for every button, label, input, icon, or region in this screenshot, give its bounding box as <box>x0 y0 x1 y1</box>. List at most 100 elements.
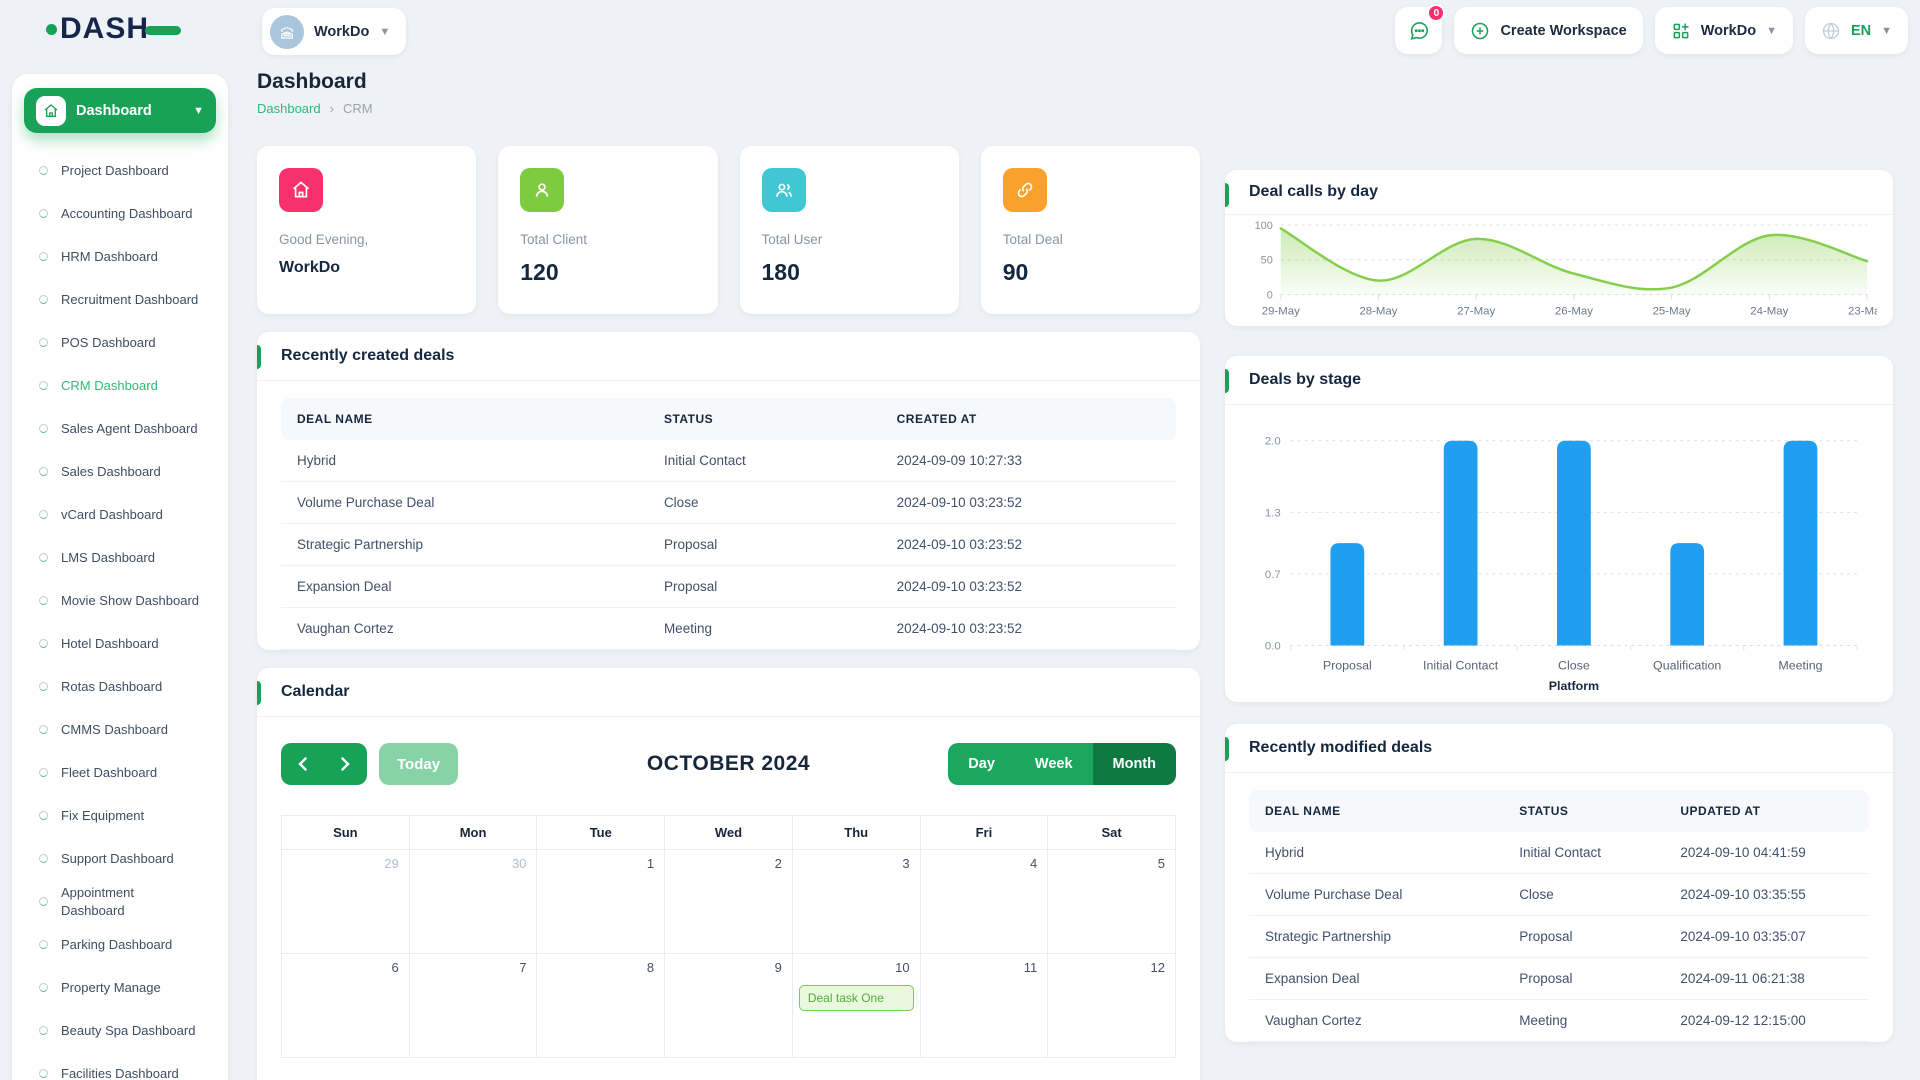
sidebar-item-accounting-dashboard[interactable]: Accounting Dashboard <box>24 192 216 235</box>
calendar-day-cell[interactable]: 4 <box>920 850 1049 954</box>
calendar-day-cell[interactable]: 30 <box>409 850 538 954</box>
day-number: 3 <box>902 856 910 871</box>
sidebar-item-sales-dashboard[interactable]: Sales Dashboard <box>24 450 216 493</box>
day-number: 7 <box>519 960 527 975</box>
day-number: 5 <box>1157 856 1165 871</box>
messages-badge: 0 <box>1427 4 1446 22</box>
sidebar-item-property-manage[interactable]: Property Manage <box>24 966 216 1009</box>
sidebar-item-movie-show-dashboard[interactable]: Movie Show Dashboard <box>24 579 216 622</box>
calendar-event[interactable]: Deal task One <box>798 985 914 1011</box>
sidebar-item-label: Recruitment Dashboard <box>61 291 199 307</box>
calendar-week-view-button[interactable]: Week <box>1014 743 1093 785</box>
status-cell: Proposal <box>647 523 881 566</box>
workspace-menu-button[interactable]: WorkDo ▼ <box>1654 7 1793 54</box>
accent-bar <box>1225 737 1229 761</box>
calendar-day-cell[interactable]: 5 <box>1048 850 1176 954</box>
calendar-day-cell[interactable]: 6 <box>282 954 410 1058</box>
calendar-day-cell[interactable]: 2 <box>665 850 793 954</box>
calendar-day-cell[interactable]: 3 <box>792 850 921 954</box>
bullet-icon <box>39 467 48 476</box>
sidebar-item-fleet-dashboard[interactable]: Fleet Dashboard <box>24 751 216 794</box>
deals-by-stage-card: Deals by stage 0.0 0.7 1.3 2.0 Proposal Initi… <box>1225 356 1893 702</box>
sidebar-item-label: Property Manage <box>61 979 161 995</box>
sidebar-item-lms-dashboard[interactable]: LMS Dashboard <box>24 536 216 579</box>
calendar-day-cell[interactable]: 7 <box>409 954 538 1058</box>
sidebar-item-pos-dashboard[interactable]: POS Dashboard <box>24 321 216 364</box>
calendar-day-cell[interactable]: 1 <box>537 850 666 954</box>
date-cell: 2024-09-10 03:23:52 <box>880 481 1176 524</box>
bullet-icon <box>39 166 48 175</box>
plus-circle-icon <box>1472 22 1489 39</box>
calendar-next-button[interactable] <box>324 743 367 785</box>
sidebar-item-label: POS Dashboard <box>61 334 156 350</box>
sidebar-item-fix-equipment[interactable]: Fix Equipment <box>24 794 216 837</box>
column-header: CREATED AT <box>880 398 1176 440</box>
sidebar-item-hrm-dashboard[interactable]: HRM Dashboard <box>24 235 216 278</box>
total-user-label: Total User <box>761 232 823 247</box>
chevron-down-icon: ▼ <box>1881 24 1892 37</box>
sidebar-item-sales-agent-dashboard[interactable]: Sales Agent Dashboard <box>24 407 216 450</box>
table-row: Expansion Deal Proposal 2024-09-10 03:23:5… <box>281 565 1176 608</box>
greeting-card: Good Evening, WorkDo <box>257 146 477 314</box>
calendar-title: Calendar <box>281 683 350 700</box>
messages-button[interactable]: 0 <box>1395 4 1446 54</box>
svg-text:2.0: 2.0 <box>1265 436 1281 448</box>
accent-bar <box>1225 183 1229 207</box>
calendar-day-cell[interactable]: 10 Deal task One <box>792 954 921 1058</box>
sidebar-item-beauty-spa-dashboard[interactable]: Beauty Spa Dashboard <box>24 1009 216 1052</box>
calendar-day-cell[interactable]: 8 <box>537 954 666 1058</box>
calendar-view-toggle: Day Week Month <box>948 743 1176 785</box>
calendar-day-cell[interactable]: 12 <box>1048 954 1176 1058</box>
day-number: 11 <box>1023 960 1038 975</box>
sidebar-item-hotel-dashboard[interactable]: Hotel Dashboard <box>24 622 216 665</box>
calendar-month-title: OCTOBER 2024 <box>646 752 811 775</box>
calendar-day-cell[interactable]: 11 <box>920 954 1049 1058</box>
bullet-icon <box>39 381 48 390</box>
workspace-pill[interactable]: WorkDo ▼ <box>262 8 407 55</box>
calendar-weeks: 29 30 1 2 3 4 5 6 7 8 9 10 Deal task One 11 12 <box>282 850 1176 1058</box>
calendar-day-cell[interactable]: 9 <box>665 954 793 1058</box>
bullet-icon <box>39 811 48 820</box>
calendar-day-cell[interactable]: 29 <box>282 850 410 954</box>
svg-text:27-May: 27-May <box>1457 305 1495 317</box>
create-workspace-button[interactable]: Create Workspace <box>1454 7 1643 54</box>
column-header: DEAL NAME <box>1249 790 1504 832</box>
brand-logo[interactable]: DASH <box>46 14 182 44</box>
table-row: Volume Purchase Deal Close 2024-09-10 03:3… <box>1249 873 1869 916</box>
sidebar-item-crm-dashboard[interactable]: CRM Dashboard <box>24 364 216 407</box>
calendar-today-button[interactable]: Today <box>379 743 459 785</box>
sidebar-item-facilities-dashboard[interactable]: Facilities Dashboard <box>24 1052 216 1080</box>
home-icon <box>36 95 66 126</box>
sidebar-item-project-dashboard[interactable]: Project Dashboard <box>24 149 216 192</box>
sidebar-dashboard-button[interactable]: Dashboard ▼ <box>24 88 216 133</box>
language-selector[interactable]: EN ▼ <box>1804 7 1908 54</box>
deal-name-cell: Volume Purchase Deal <box>1249 873 1504 916</box>
status-cell: Initial Contact <box>647 440 881 482</box>
recently-created-deals-title: Recently created deals <box>281 347 455 364</box>
bullet-icon <box>39 983 48 992</box>
sidebar-item-appointment-dashboard[interactable]: Appointment Dashboard <box>24 880 216 923</box>
breadcrumb: Dashboard › CRM <box>257 101 1200 116</box>
sidebar-item-recruitment-dashboard[interactable]: Recruitment Dashboard <box>24 278 216 321</box>
bullet-icon <box>39 209 48 218</box>
sidebar-item-label: Accounting Dashboard <box>61 205 193 221</box>
sidebar-item-parking-dashboard[interactable]: Parking Dashboard <box>24 923 216 966</box>
total-client-card: Total Client 120 <box>498 146 718 314</box>
sidebar-item-rotas-dashboard[interactable]: Rotas Dashboard <box>24 665 216 708</box>
sidebar-item-support-dashboard[interactable]: Support Dashboard <box>24 837 216 880</box>
deal-calls-by-day-card: Deal calls by day 0 50 100 29-May 28-May 27-M… <box>1225 170 1893 326</box>
sidebar-item-label: Fix Equipment <box>61 807 145 823</box>
calendar-day-view-button[interactable]: Day <box>948 743 1015 785</box>
svg-text:23-May: 23-May <box>1848 305 1877 317</box>
breadcrumb-dashboard-link[interactable]: Dashboard <box>257 101 321 116</box>
create-workspace-label: Create Workspace <box>1500 22 1627 39</box>
calendar-prev-button[interactable] <box>281 743 324 785</box>
sidebar-item-vcard-dashboard[interactable]: vCard Dashboard <box>24 493 216 536</box>
users-icon <box>761 168 806 212</box>
home-icon <box>279 168 323 212</box>
sidebar-item-cmms-dashboard[interactable]: CMMS Dashboard <box>24 708 216 751</box>
weekday-header-wed: Wed <box>665 816 793 850</box>
calendar-month-view-button[interactable]: Month <box>1092 743 1176 785</box>
date-cell: 2024-09-10 03:35:07 <box>1664 915 1869 958</box>
status-cell: Meeting <box>647 607 881 650</box>
